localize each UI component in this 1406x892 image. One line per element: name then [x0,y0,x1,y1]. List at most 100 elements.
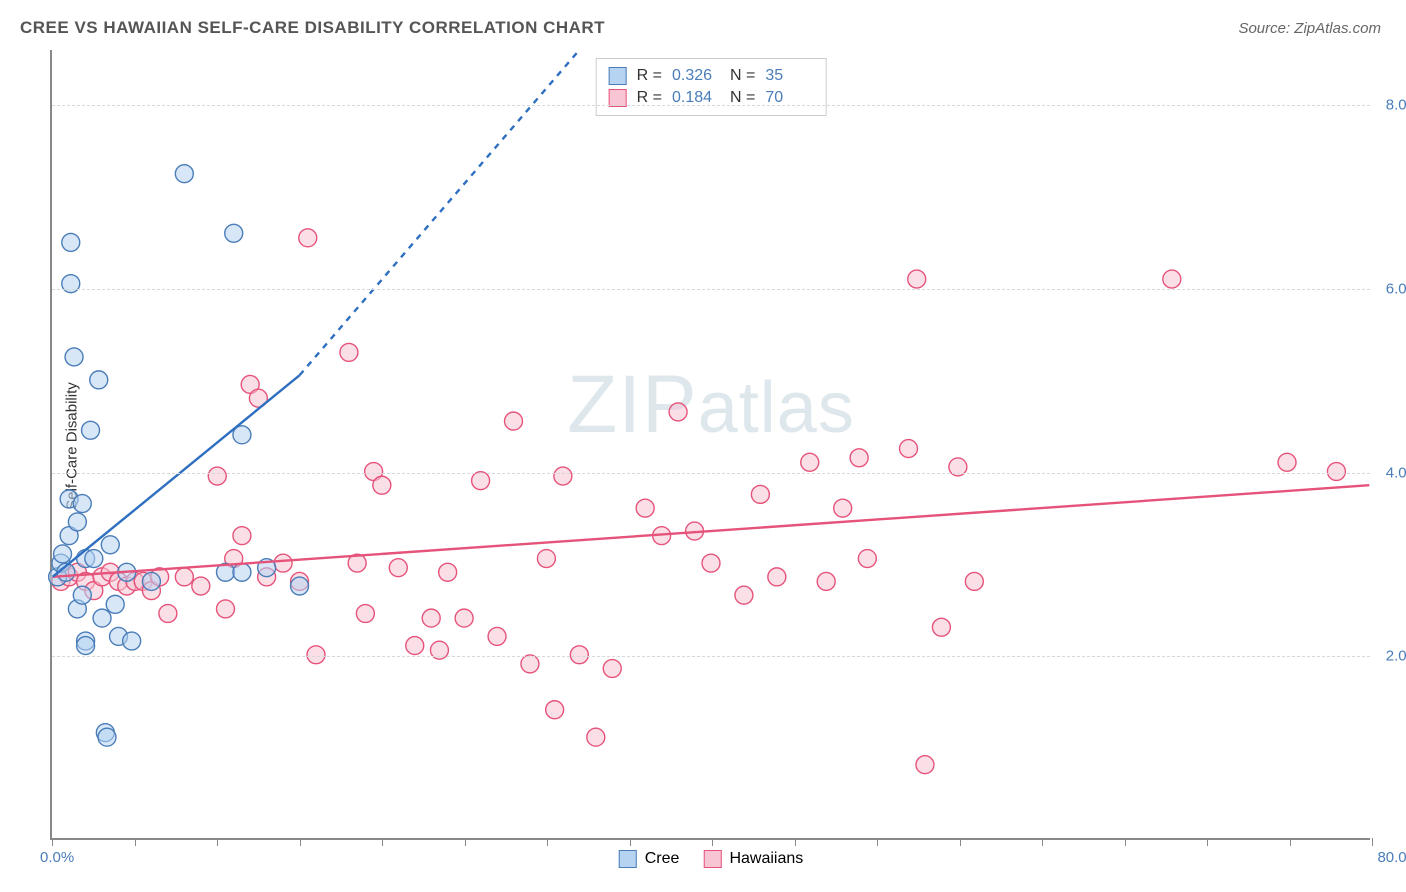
data-point [90,371,108,389]
data-point [73,586,91,604]
data-point [908,270,926,288]
data-point [900,440,918,458]
data-point [1278,453,1296,471]
data-point [587,728,605,746]
data-point [356,605,374,623]
x-tick [795,838,796,846]
data-point [93,609,111,627]
stats-box: R = 0.326 N = 35 R = 0.184 N = 70 [596,58,827,116]
data-point [159,605,177,623]
plot-svg [52,50,1370,838]
data-point [233,563,251,581]
data-point [406,637,424,655]
stats-n-label-1: N = [730,67,755,85]
gridline-h [52,105,1370,106]
x-tick [52,838,53,846]
x-tick [217,838,218,846]
gridline-h [52,289,1370,290]
data-point [142,572,160,590]
data-point [65,348,83,366]
stats-r-label-1: R = [637,67,662,85]
x-tick [1372,838,1373,846]
x-axis-max-label: 80.0% [1377,849,1406,866]
data-point [858,550,876,568]
data-point [340,343,358,361]
data-point [291,577,309,595]
data-point [472,472,490,490]
data-point [735,586,753,604]
data-point [834,499,852,517]
data-point [801,453,819,471]
x-tick [877,838,878,846]
data-point [307,646,325,664]
data-point [68,513,86,531]
y-tick-label: 4.0% [1375,464,1406,481]
legend-label-2: Hawaiians [729,850,803,868]
x-tick [630,838,631,846]
data-point [916,756,934,774]
data-point [850,449,868,467]
data-point [554,467,572,485]
y-tick-label: 6.0% [1375,280,1406,297]
legend-swatch-2 [703,850,721,868]
data-point [603,660,621,678]
x-tick [960,838,961,846]
stats-swatch-1 [609,67,627,85]
y-tick-label: 2.0% [1375,648,1406,665]
x-tick [712,838,713,846]
data-point [62,233,80,251]
plot-area: ZIPatlas R = 0.326 N = 35 R = 0.184 N = … [50,50,1370,840]
data-point [73,495,91,513]
data-point [233,527,251,545]
data-point [751,485,769,503]
data-point [422,609,440,627]
data-point [85,550,103,568]
x-axis-min-label: 0.0% [40,849,74,866]
x-tick [465,838,466,846]
data-point [299,229,317,247]
data-point [54,545,72,563]
data-point [932,618,950,636]
data-point [77,637,95,655]
x-tick [135,838,136,846]
trend-line [53,375,300,577]
data-point [175,165,193,183]
legend-swatch-1 [619,850,637,868]
legend-item-1: Cree [619,850,680,868]
stats-n-val-1: 35 [765,67,813,85]
x-tick [547,838,548,846]
bottom-legend: Cree Hawaiians [619,850,804,868]
data-point [62,275,80,293]
data-point [636,499,654,517]
data-point [439,563,457,581]
data-point [101,536,119,554]
x-tick [1042,838,1043,846]
data-point [274,554,292,572]
data-point [192,577,210,595]
data-point [1327,463,1345,481]
data-point [225,224,243,242]
data-point [106,595,124,613]
stats-row-1: R = 0.326 N = 35 [609,65,814,87]
x-tick [1207,838,1208,846]
legend-label-1: Cree [645,850,680,868]
data-point [82,421,100,439]
x-tick [1125,838,1126,846]
data-point [389,559,407,577]
chart-container: CREE VS HAWAIIAN SELF-CARE DISABILITY CO… [0,0,1406,892]
trend-line [300,50,580,375]
data-point [373,476,391,494]
data-point [546,701,564,719]
chart-title: CREE VS HAWAIIAN SELF-CARE DISABILITY CO… [20,18,605,38]
data-point [123,632,141,650]
data-point [669,403,687,421]
data-point [817,572,835,590]
data-point [521,655,539,673]
data-point [570,646,588,664]
stats-r-val-1: 0.326 [672,67,720,85]
data-point [208,467,226,485]
y-tick-label: 8.0% [1375,97,1406,114]
legend-item-2: Hawaiians [703,850,803,868]
chart-source: Source: ZipAtlas.com [1238,20,1381,37]
data-point [488,627,506,645]
